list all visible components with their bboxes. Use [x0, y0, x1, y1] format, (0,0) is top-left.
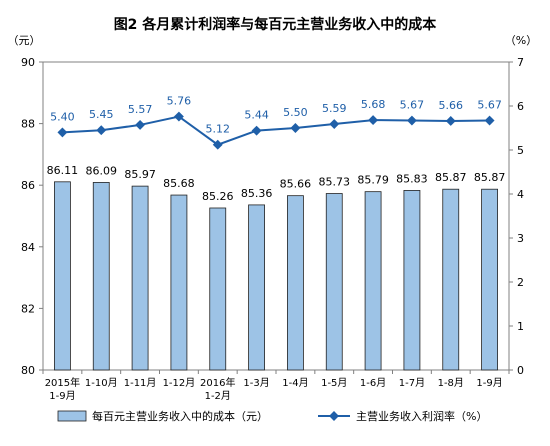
line-value-label: 5.12 — [206, 123, 231, 136]
x-tick-label: 1-9月 — [49, 390, 75, 402]
bar-value-label: 85.66 — [280, 178, 312, 191]
bar — [481, 188, 498, 371]
y-right-tick-label: 7 — [517, 56, 524, 69]
line-value-label: 5.40 — [50, 110, 75, 123]
bar-value-label: 85.73 — [319, 176, 351, 189]
bar-value-label: 85.36 — [241, 187, 273, 200]
bar-value-label: 85.87 — [474, 171, 506, 184]
x-tick-label: 1-6月 — [360, 377, 386, 389]
y-right-tick-label: 1 — [517, 320, 524, 333]
x-tick-label: 1-9月 — [476, 377, 502, 389]
bar — [170, 194, 188, 371]
y-left-tick-label: 82 — [21, 302, 35, 315]
legend: 每百元主营业务收入中的成本（元） 主营业务收入利润率（%） — [57, 409, 487, 423]
bar-value-labels: 86.11 86.09 85.97 85.68 85.26 85.36 85.66 85.73… — [47, 164, 506, 203]
x-tick-label: 1-10月 — [85, 377, 118, 389]
line-point-marker — [368, 115, 379, 126]
bar-value-label: 85.68 — [163, 177, 195, 190]
y-left-tick-label: 84 — [21, 241, 35, 254]
line-value-labels: 5.40 5.45 5.57 5.76 5.12 5.44 5.50 5.59 5.68 5.67… — [50, 95, 502, 136]
line-point-marker — [135, 119, 146, 130]
bar — [131, 185, 149, 371]
x-tick-label: 2015年 — [45, 376, 80, 389]
x-tick-label: 1-5月 — [321, 377, 347, 389]
legend-line-label: 主营业务收入利润率（%） — [356, 409, 487, 423]
bar — [364, 191, 382, 371]
x-tick-label: 1-11月 — [124, 377, 157, 389]
y-left-tick-label: 88 — [21, 118, 35, 131]
line-value-label: 5.45 — [89, 108, 114, 121]
bar — [403, 190, 421, 371]
bar-value-label: 85.87 — [435, 171, 467, 184]
y-right-unit-label: （%） — [505, 34, 537, 47]
line-value-label: 5.66 — [439, 99, 464, 112]
line-point-marker — [251, 125, 262, 136]
y-left-tick-label: 86 — [21, 179, 35, 192]
y-right-tick-label: 6 — [517, 100, 524, 113]
y-right-axis: 0 1 2 3 4 5 6 7 — [509, 56, 524, 377]
x-tick-label: 1-12月 — [163, 377, 196, 389]
x-tick-label: 1-8月 — [438, 377, 464, 389]
legend-bar-swatch — [57, 410, 87, 422]
line-value-label: 5.59 — [322, 102, 347, 115]
line-path — [62, 115, 490, 146]
bar — [325, 193, 343, 371]
line-value-label: 5.57 — [128, 103, 153, 116]
bar-value-label: 86.11 — [47, 164, 79, 177]
line-point-marker — [406, 115, 417, 126]
bar-value-label: 85.83 — [396, 172, 428, 185]
line-value-label: 5.76 — [167, 95, 192, 108]
x-tick-label: 1-4月 — [282, 377, 308, 389]
legend-line-marker — [329, 411, 339, 421]
y-right-tick-label: 3 — [517, 232, 524, 245]
bar — [442, 188, 460, 371]
y-left-tick-label: 80 — [21, 364, 35, 377]
y-left-tick-label: 90 — [21, 56, 35, 69]
line-point-marker — [329, 119, 340, 129]
bar-value-label: 85.26 — [202, 190, 234, 203]
x-tick-label: 1-2月 — [205, 390, 231, 402]
y-left-unit-label: （元） — [8, 34, 41, 47]
bar — [287, 195, 304, 371]
line-value-label: 5.67 — [477, 99, 502, 112]
line-value-label: 5.44 — [244, 109, 269, 122]
y-left-axis: 80 82 84 86 88 90 — [21, 56, 43, 377]
bar — [54, 181, 71, 371]
line-value-label: 5.50 — [283, 106, 308, 119]
line-point-marker — [173, 111, 184, 122]
bar-value-label: 85.79 — [357, 174, 389, 187]
bar — [248, 204, 265, 371]
line-point-marker — [484, 115, 495, 126]
x-tick-label: 1-7月 — [399, 377, 425, 389]
line-point-marker — [96, 125, 107, 136]
y-right-tick-label: 5 — [517, 144, 524, 157]
y-right-tick-label: 4 — [517, 188, 524, 201]
bar-value-label: 86.09 — [86, 164, 118, 177]
line-value-label: 5.68 — [361, 98, 386, 111]
y-right-tick-label: 2 — [517, 276, 524, 289]
bar — [209, 207, 227, 371]
line-point-marker — [212, 139, 223, 150]
y-right-tick-label: 0 — [517, 364, 524, 377]
x-tick-label: 2016年 — [200, 376, 235, 389]
bar — [92, 182, 110, 371]
bar-series — [54, 181, 498, 371]
line-series — [57, 111, 495, 150]
line-point-marker — [290, 123, 301, 133]
bar-value-label: 85.97 — [124, 168, 156, 181]
line-value-label: 5.67 — [400, 99, 425, 112]
line-point-marker — [57, 127, 68, 138]
legend-bar-label: 每百元主营业务收入中的成本（元） — [92, 409, 268, 423]
x-tick-label: 1-3月 — [243, 377, 269, 389]
line-point-marker — [445, 116, 456, 126]
chart-title: 图2 各月累计利润率与每百元主营业务收入中的成本 — [113, 17, 437, 33]
